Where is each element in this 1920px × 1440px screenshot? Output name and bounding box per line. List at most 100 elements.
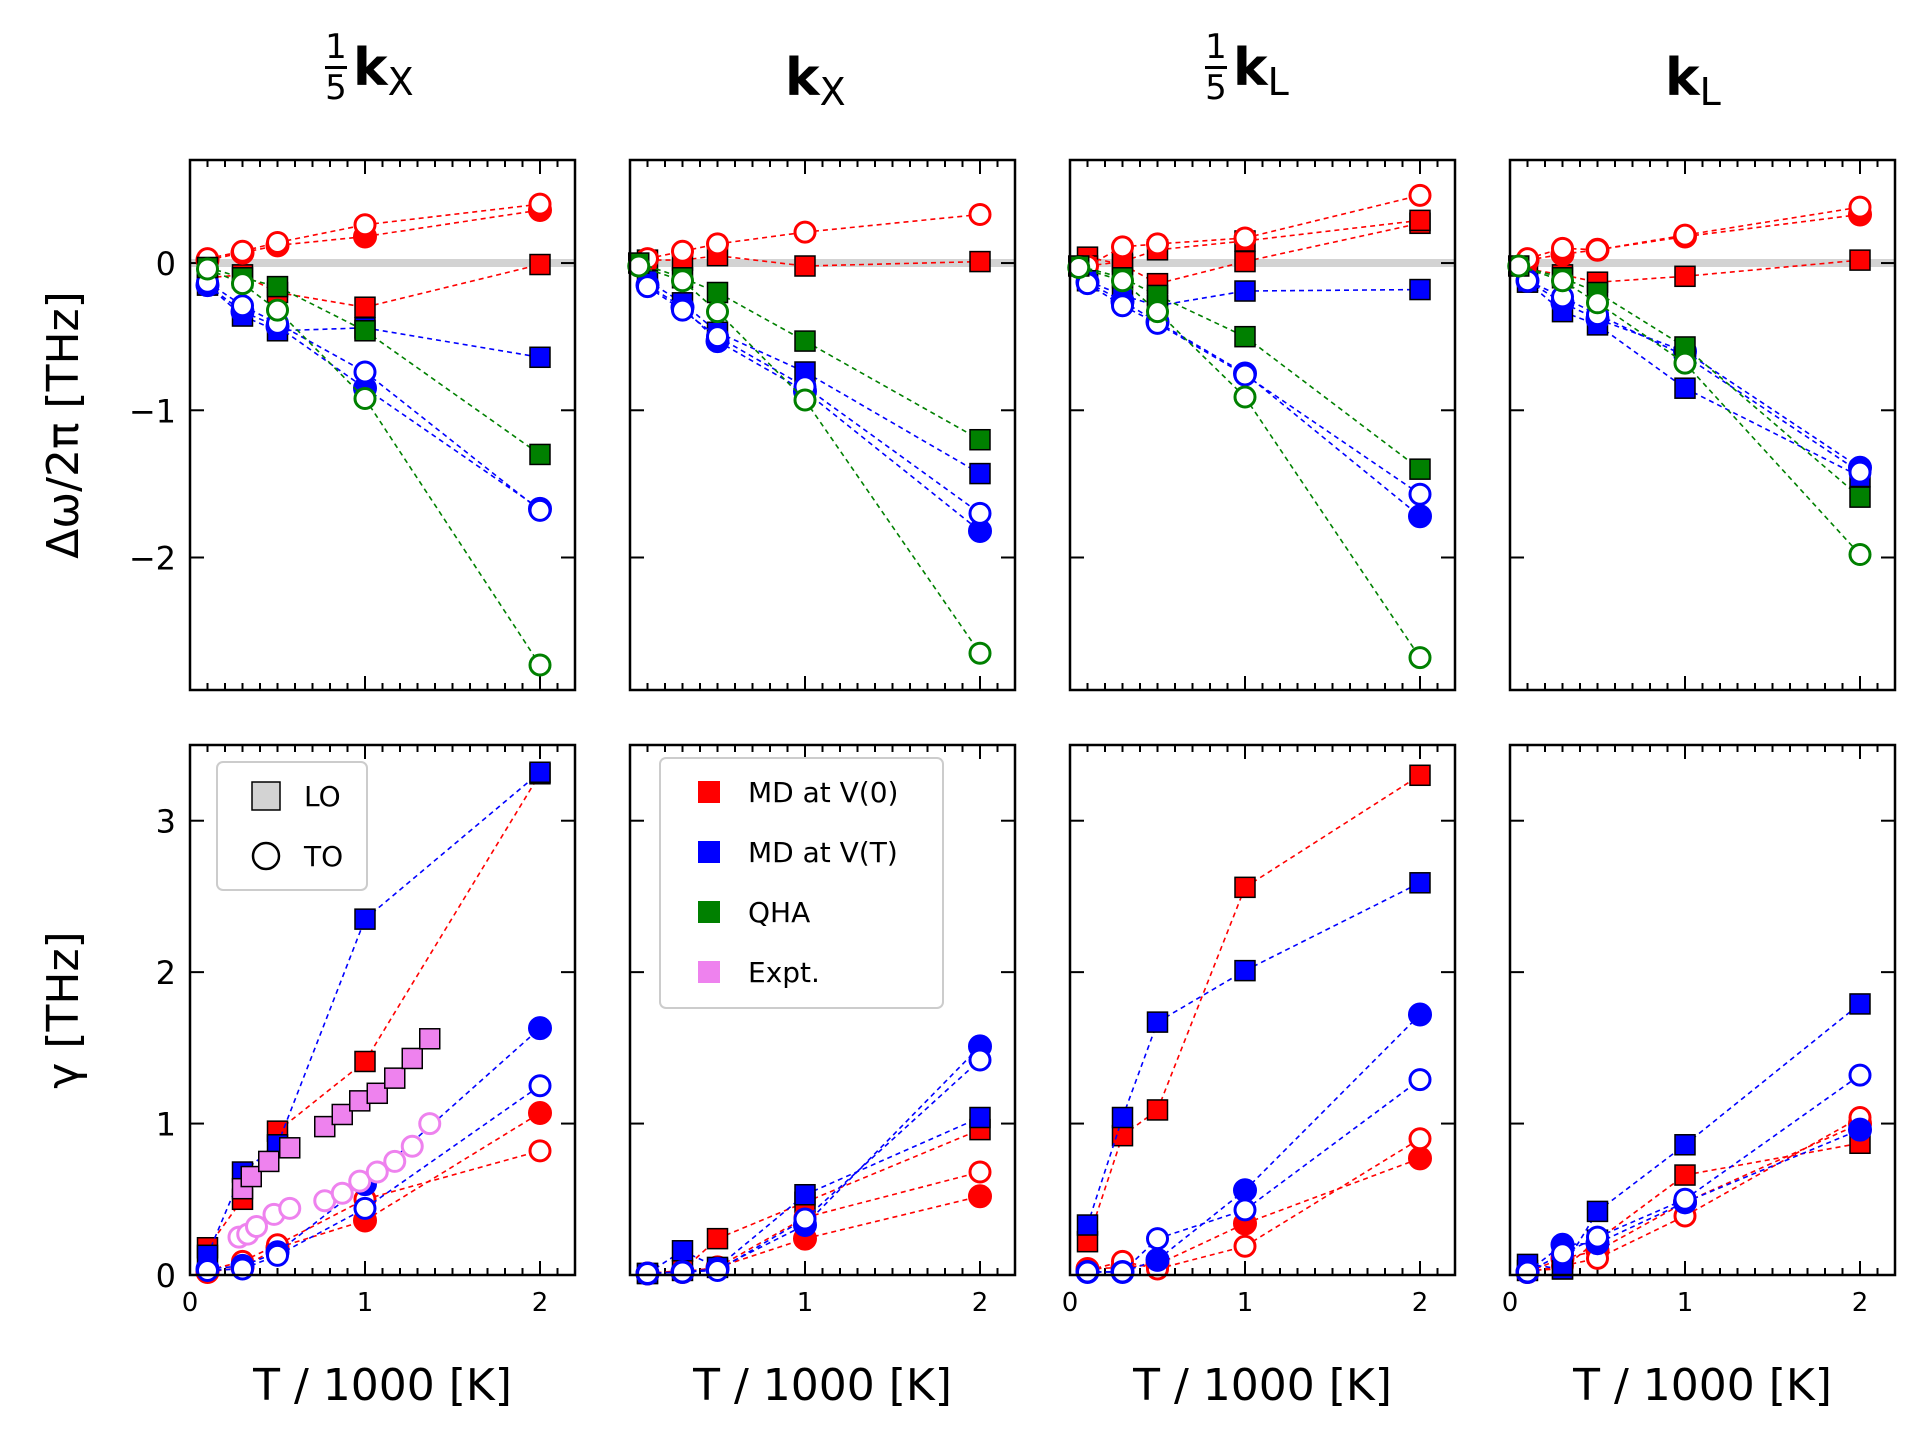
fraction-numerator: 1 xyxy=(1205,27,1227,67)
data-point-open-circle xyxy=(1551,1242,1574,1266)
axes-frame xyxy=(1508,158,1897,692)
data-point-square xyxy=(1849,249,1871,271)
data-point-open-circle xyxy=(528,1139,552,1163)
panel-gamma-kX: 1 2 T / 1000 [K] xyxy=(628,743,1017,1411)
series-md-v-0-lo xyxy=(1076,764,1431,1253)
data-point-circle xyxy=(528,1100,552,1125)
title-subscript: X xyxy=(819,70,846,114)
series-line xyxy=(717,1237,806,1269)
legend-label: TO xyxy=(303,840,343,873)
legend-label: QHA xyxy=(748,896,810,929)
series-line xyxy=(1244,1138,1421,1247)
y-axis-label: Δω/2π [THz] xyxy=(38,291,89,559)
data-point-circle xyxy=(1408,1002,1432,1027)
data-point-square xyxy=(384,1067,406,1089)
series-line xyxy=(1157,322,1246,376)
data-point-square xyxy=(969,428,991,451)
data-point-square xyxy=(419,1028,441,1050)
data-point-open-circle xyxy=(968,1048,992,1072)
data-point-square xyxy=(401,1047,423,1070)
data-point-open-circle xyxy=(1408,183,1432,207)
legend-colors: MD at V(0) MD at V(T) QHA Expt. xyxy=(659,757,944,1009)
axes-frame xyxy=(1508,743,1897,1277)
data-point-circle xyxy=(1233,1178,1257,1203)
x-tick-label: 0 xyxy=(1062,1288,1079,1318)
series-line xyxy=(277,291,366,309)
data-point-open-circle xyxy=(1233,1198,1257,1222)
series-line xyxy=(277,1207,366,1257)
data-point-open-circle xyxy=(400,1134,424,1158)
series-qha-to xyxy=(196,257,552,677)
data-point-open-circle xyxy=(528,1074,552,1098)
series-line xyxy=(1684,1128,1861,1204)
panel-gamma-kL: 0 1 2 T / 1000 [K] xyxy=(1502,743,1897,1411)
series-line xyxy=(1157,969,1246,1023)
series-line xyxy=(1156,887,1246,1111)
data-point-open-circle xyxy=(365,1160,389,1184)
data-point-square xyxy=(794,255,816,277)
data-point-open-circle xyxy=(266,230,289,254)
fraction-denominator: 5 xyxy=(1205,68,1227,108)
data-point-open-circle xyxy=(348,1169,372,1193)
series-line xyxy=(1244,336,1421,470)
series-line xyxy=(716,311,806,401)
data-point-square xyxy=(1586,1200,1609,1223)
series-line xyxy=(804,340,981,441)
data-point-square xyxy=(331,1103,353,1126)
series-line xyxy=(1087,282,1123,307)
series-line xyxy=(1244,222,1421,263)
data-point-open-circle xyxy=(1848,460,1872,484)
axes-frame xyxy=(628,158,1017,692)
data-point-open-circle xyxy=(671,269,694,293)
series-line xyxy=(1684,387,1861,478)
series-line xyxy=(277,1198,366,1246)
fraction: 1 5 xyxy=(325,30,347,105)
series-line xyxy=(1562,1236,1598,1255)
axes-frame xyxy=(188,158,577,692)
series-line xyxy=(804,386,981,514)
data-point-circle xyxy=(528,1016,552,1041)
x-tick-label: 0 xyxy=(1502,1288,1519,1318)
data-point-open-circle xyxy=(1146,232,1169,256)
data-point-open-circle xyxy=(231,272,254,296)
legend-label: Expt. xyxy=(748,956,820,989)
series-line xyxy=(1244,396,1421,659)
series-line xyxy=(716,1194,806,1269)
x-axis-label: T / 1000 [K] xyxy=(1572,1360,1832,1411)
series-line xyxy=(242,1243,278,1263)
series-line xyxy=(717,1216,806,1269)
data-point-open-circle xyxy=(968,641,992,665)
data-point-square xyxy=(1409,458,1431,480)
fraction: 1 5 xyxy=(1205,30,1227,105)
data-point-open-circle xyxy=(1233,1234,1257,1258)
data-point-square xyxy=(279,1137,301,1159)
x-tick-label: 1 xyxy=(357,1288,374,1318)
y-tick-label: −2 xyxy=(129,540,176,578)
series-line xyxy=(804,1045,981,1226)
data-point-square xyxy=(266,275,289,298)
data-point-square xyxy=(1674,265,1696,288)
data-point-open-circle xyxy=(353,360,377,384)
series-line xyxy=(242,274,278,294)
series-line xyxy=(717,1218,806,1272)
series-line xyxy=(1684,1122,1861,1204)
title-subscript: L xyxy=(1699,70,1721,114)
legend-marker-square xyxy=(251,781,281,811)
series-line xyxy=(364,1150,541,1201)
data-point-square xyxy=(529,761,551,784)
series-line xyxy=(1684,213,1861,238)
legend-color-swatch xyxy=(698,961,720,983)
series-line xyxy=(364,398,541,666)
series-line xyxy=(1244,288,1421,292)
series-md-v-0-to-b xyxy=(196,192,552,271)
series-line xyxy=(1157,240,1246,251)
data-point-square xyxy=(1111,1124,1134,1147)
data-point-square xyxy=(1146,1099,1169,1121)
series-line xyxy=(717,231,806,245)
series-line xyxy=(804,213,981,233)
data-point-open-circle xyxy=(706,1258,729,1282)
data-point-open-circle xyxy=(266,298,289,322)
series-line xyxy=(364,771,541,920)
data-point-open-circle xyxy=(528,192,552,216)
